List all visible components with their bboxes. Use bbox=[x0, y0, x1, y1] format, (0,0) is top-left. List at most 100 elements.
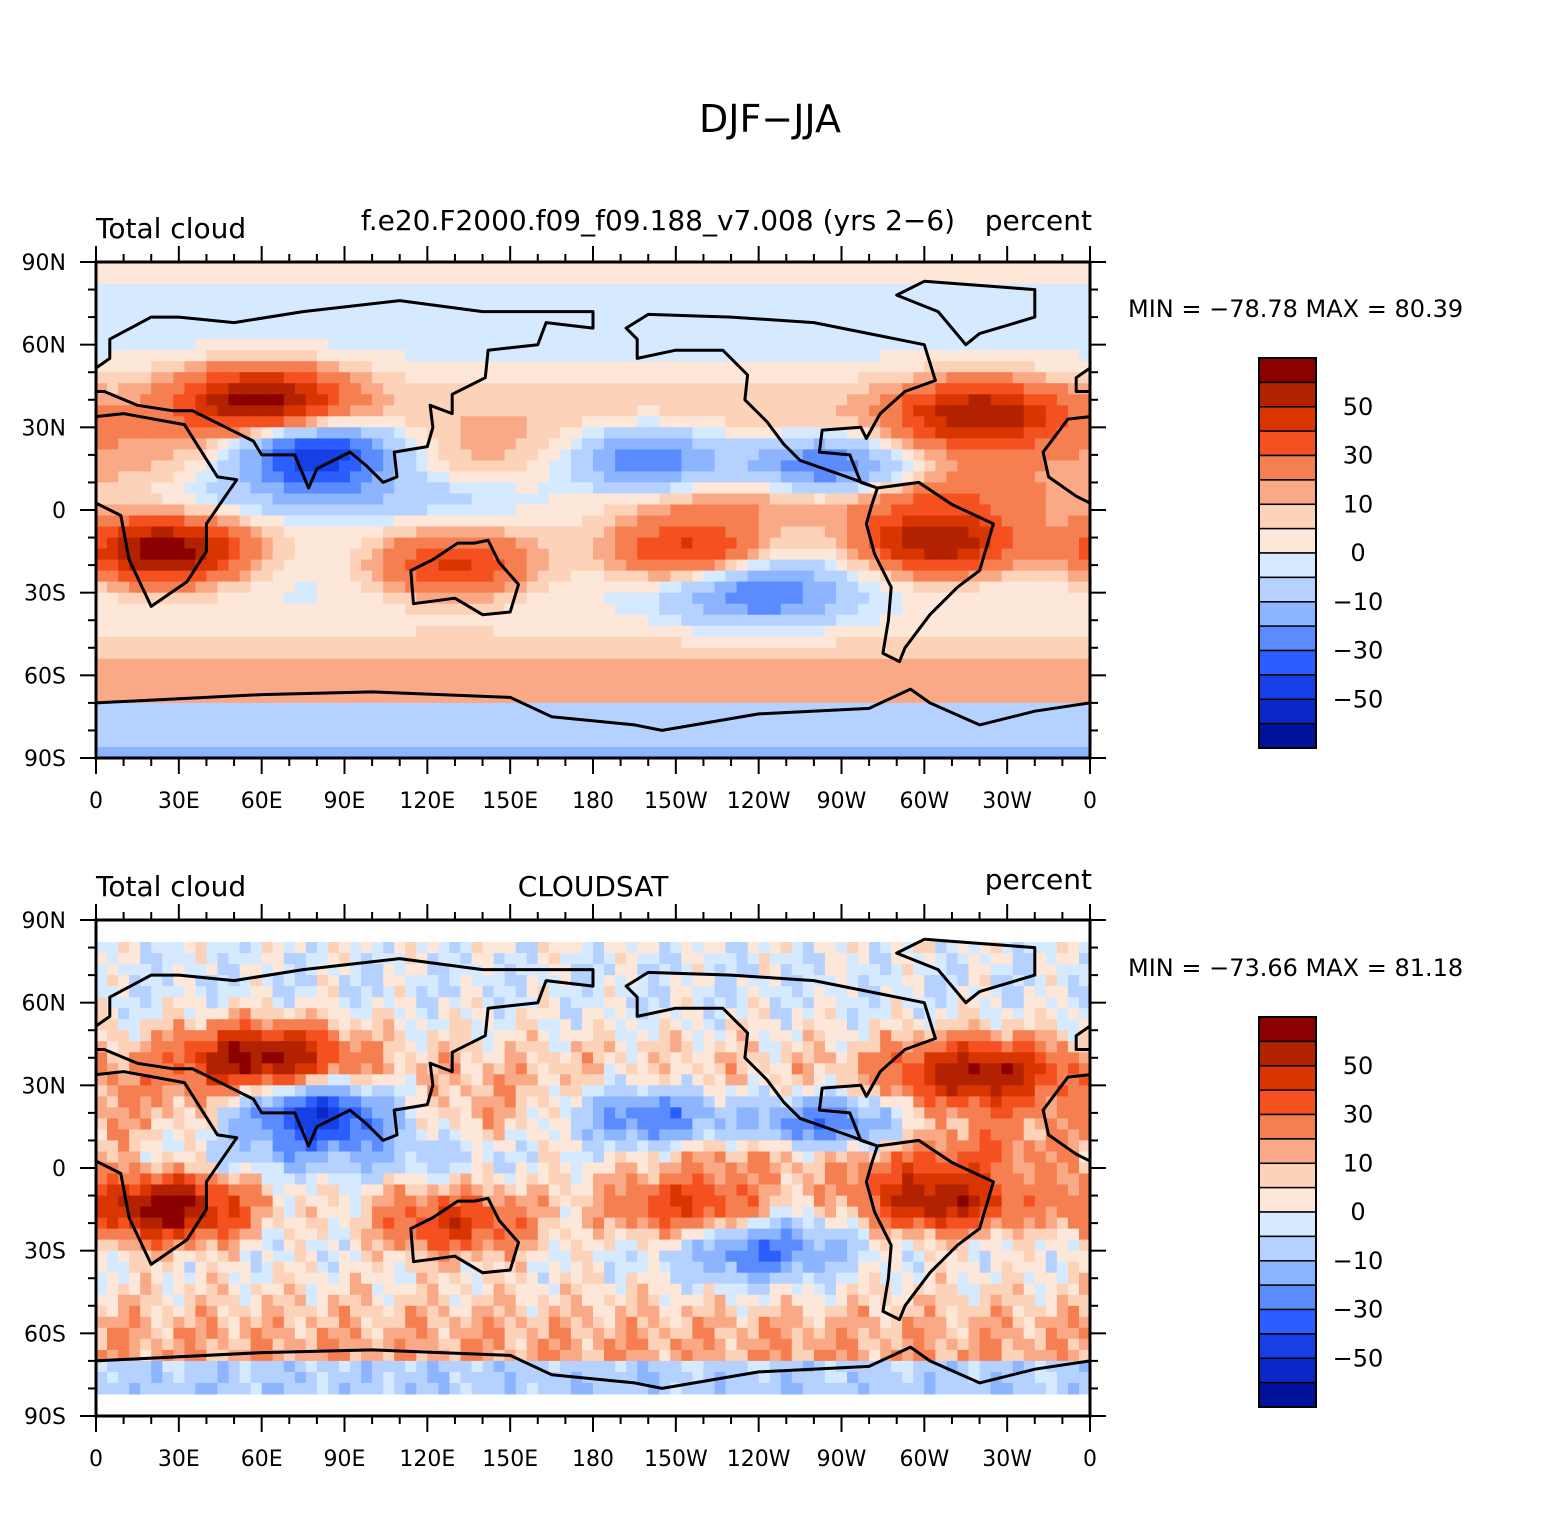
contour-cell bbox=[272, 736, 285, 748]
contour-cell bbox=[946, 625, 958, 638]
contour-cell bbox=[604, 625, 616, 638]
contour-cell bbox=[438, 724, 450, 737]
contour-cell bbox=[681, 295, 693, 307]
contour-cell bbox=[1034, 438, 1047, 450]
contour-cell bbox=[184, 493, 196, 506]
contour-cell bbox=[582, 262, 594, 274]
contour-cell bbox=[626, 482, 638, 494]
contour-cell bbox=[703, 295, 715, 307]
contour-cell bbox=[427, 592, 439, 605]
contour-cell bbox=[802, 482, 815, 494]
contour-cell bbox=[736, 713, 749, 726]
contour-cell bbox=[316, 997, 329, 1009]
contour-cell bbox=[283, 460, 296, 472]
contour-cell bbox=[869, 372, 881, 384]
contour-cell bbox=[449, 975, 461, 987]
contour-cell bbox=[1079, 328, 1090, 340]
contour-cell bbox=[537, 383, 550, 395]
contour-cell bbox=[350, 1030, 362, 1042]
contour-cell bbox=[537, 548, 550, 561]
contour-cell bbox=[140, 284, 152, 296]
contour-cell bbox=[471, 405, 484, 417]
contour-cell bbox=[339, 581, 351, 594]
contour-cell bbox=[847, 317, 859, 329]
contour-cell bbox=[979, 482, 992, 494]
contour-cell bbox=[979, 636, 992, 649]
contour-cell bbox=[913, 736, 925, 748]
contour-cell bbox=[96, 273, 108, 285]
contour-cell bbox=[504, 592, 517, 605]
contour-cell bbox=[924, 548, 936, 561]
contour-cell bbox=[405, 1030, 417, 1042]
contour-cell bbox=[438, 526, 450, 539]
contour-cell bbox=[140, 1019, 152, 1031]
contour-cell bbox=[990, 953, 1003, 965]
contour-cell bbox=[946, 328, 958, 340]
contour-cell bbox=[902, 471, 914, 483]
contour-cell bbox=[361, 449, 373, 461]
contour-cell bbox=[703, 559, 715, 572]
contour-cell bbox=[96, 350, 108, 362]
contour-cell bbox=[968, 614, 981, 627]
contour-cell bbox=[537, 460, 550, 472]
contour-cell bbox=[416, 339, 428, 351]
contour-cell bbox=[1056, 284, 1069, 296]
contour-cell bbox=[493, 427, 506, 439]
contour-cell bbox=[681, 548, 693, 561]
contour-cell bbox=[1067, 394, 1080, 406]
contour-cell bbox=[990, 581, 1003, 594]
contour-cell bbox=[880, 339, 892, 351]
contour-cell bbox=[250, 306, 263, 318]
contour-cell bbox=[659, 482, 671, 494]
contour-cell bbox=[272, 438, 285, 450]
contour-cell bbox=[714, 614, 727, 627]
contour-cell bbox=[361, 647, 373, 660]
contour-cell bbox=[394, 559, 406, 572]
contour-cell bbox=[593, 647, 605, 660]
contour-cell bbox=[1045, 680, 1058, 693]
contour-cell bbox=[957, 647, 970, 660]
contour-cell bbox=[1034, 724, 1047, 737]
contour-cell bbox=[449, 405, 461, 417]
contour-cell bbox=[272, 526, 285, 539]
contour-cell bbox=[283, 747, 296, 758]
contour-cell bbox=[1001, 986, 1014, 998]
contour-cell bbox=[372, 405, 384, 417]
contour-cell bbox=[283, 504, 296, 517]
contour-cell bbox=[946, 691, 958, 704]
contour-cell bbox=[1067, 526, 1080, 539]
contour-cell bbox=[1045, 1019, 1058, 1031]
contour-cell bbox=[515, 262, 528, 274]
contour-cell bbox=[1067, 736, 1080, 748]
contour-cell bbox=[924, 284, 936, 296]
contour-cell bbox=[957, 427, 970, 439]
contour-cell bbox=[548, 570, 561, 583]
contour-cell bbox=[372, 614, 384, 627]
contour-cell bbox=[261, 504, 274, 517]
contour-cell bbox=[582, 942, 594, 954]
contour-cell bbox=[405, 669, 417, 682]
contour-cell bbox=[1001, 636, 1014, 649]
contour-cell bbox=[913, 559, 925, 572]
contour-cell bbox=[305, 273, 318, 285]
contour-cell bbox=[692, 493, 704, 506]
contour-cell bbox=[637, 559, 649, 572]
contour-cell bbox=[261, 295, 274, 307]
contour-cell bbox=[460, 1019, 473, 1031]
contour-cell bbox=[140, 647, 152, 660]
contour-cell bbox=[1045, 1008, 1058, 1020]
contour-cell bbox=[593, 361, 605, 373]
contour-cell bbox=[427, 647, 439, 660]
contour-cell bbox=[858, 405, 870, 417]
contour-cell bbox=[261, 614, 274, 627]
contour-cell bbox=[891, 975, 903, 987]
contour-cell bbox=[217, 658, 230, 671]
contour-cell bbox=[140, 614, 152, 627]
contour-cell bbox=[990, 986, 1003, 998]
contour-cell bbox=[217, 581, 230, 594]
contour-cell bbox=[339, 736, 351, 748]
contour-cell bbox=[758, 427, 771, 439]
contour-cell bbox=[151, 975, 163, 987]
contour-cell bbox=[703, 975, 715, 987]
contour-cell bbox=[294, 273, 307, 285]
